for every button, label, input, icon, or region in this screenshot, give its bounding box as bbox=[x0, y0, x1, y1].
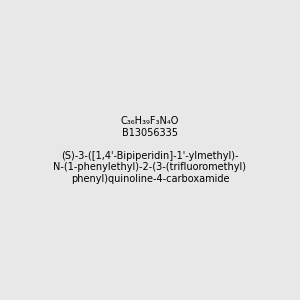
Text: C₃₆H₃₉F₃N₄O
B13056335

(S)-3-([1,4'-Bipiperidin]-1'-ylmethyl)-
N-(1-phenylethyl): C₃₆H₃₉F₃N₄O B13056335 (S)-3-([1,4'-Bipip… bbox=[53, 116, 247, 184]
